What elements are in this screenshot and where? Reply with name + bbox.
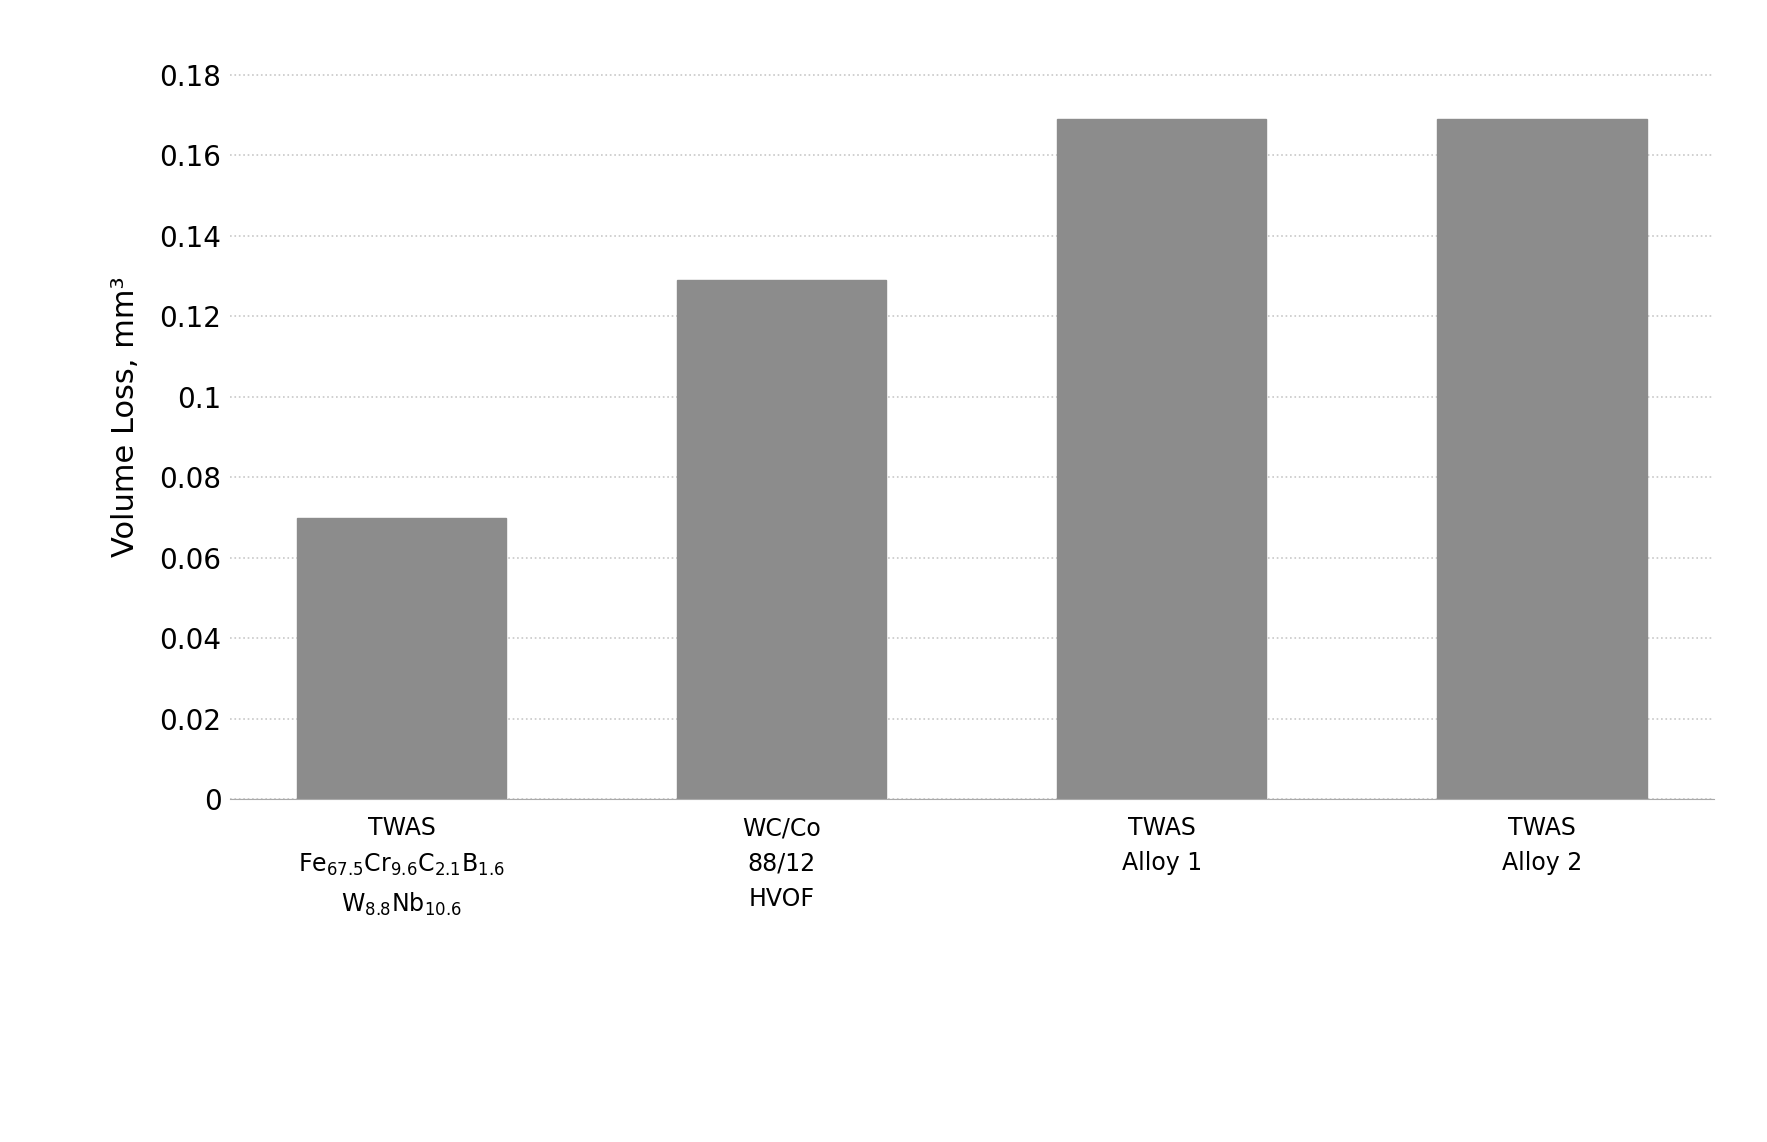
Bar — [677, 280, 887, 799]
Bar — [1438, 119, 1647, 799]
Y-axis label: Volume Loss, mm³: Volume Loss, mm³ — [111, 276, 140, 557]
Bar — [297, 517, 505, 799]
Bar — [1057, 119, 1267, 799]
